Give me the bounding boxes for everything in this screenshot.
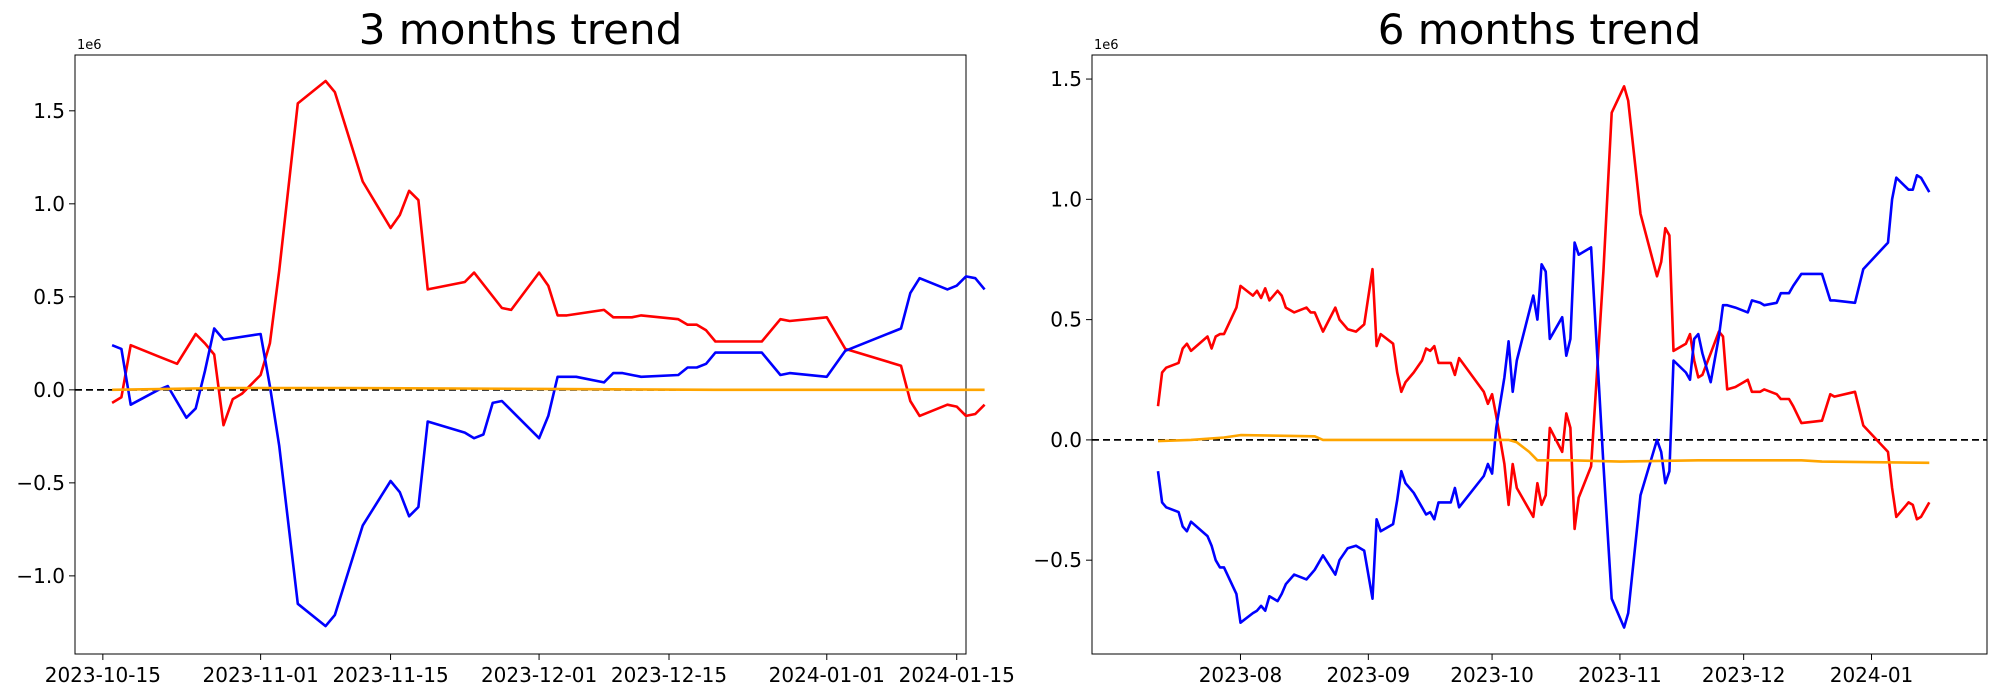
y-tick-label: 1.5	[33, 99, 65, 123]
series-line	[112, 386, 985, 392]
x-tick-label: 2023-11	[1578, 663, 1662, 687]
chart-title: 6 months trend	[1378, 5, 1702, 54]
x-tick-label: 2023-08	[1199, 663, 1283, 687]
x-tick-label: 2024-01-01	[769, 663, 885, 687]
x-tick-label: 2023-11-15	[332, 663, 448, 687]
x-tick-label: 2023-12	[1702, 663, 1786, 687]
y-tick-label: 0.5	[33, 285, 65, 309]
y-tick-label: 1.5	[1050, 67, 1082, 91]
axes-frame	[74, 54, 967, 655]
y-tick-label: 1.0	[1050, 187, 1082, 211]
series-line	[1156, 85, 1931, 531]
series-line	[1156, 174, 1931, 629]
y-tick-label: 0.0	[1050, 428, 1082, 452]
series-line	[1157, 433, 1930, 465]
x-tick-label: 2024-01-15	[899, 663, 1015, 687]
series-line	[111, 275, 986, 628]
axes-frame	[1091, 54, 1988, 655]
x-tick-label: 2023-12-15	[611, 663, 727, 687]
y-offset-label: 1e6	[77, 38, 102, 53]
chart-title: 3 months trend	[359, 5, 683, 54]
y-tick-label: −0.5	[16, 471, 65, 495]
y-tick-label: 0.0	[33, 378, 65, 402]
x-tick-label: 2023-10	[1450, 663, 1534, 687]
x-tick-label: 2023-09	[1327, 663, 1411, 687]
y-offset-label: 1e6	[1094, 38, 1119, 53]
y-tick-label: 1.0	[33, 192, 65, 216]
x-tick-label: 2024-01	[1830, 663, 1914, 687]
series-line	[111, 79, 986, 427]
y-tick-label: −0.5	[1033, 548, 1082, 572]
x-tick-label: 2023-10-15	[45, 663, 161, 687]
x-tick-label: 2023-11-01	[203, 663, 319, 687]
x-tick-label: 2023-12-01	[481, 663, 597, 687]
y-tick-label: 0.5	[1050, 308, 1082, 332]
y-tick-label: −1.0	[16, 564, 65, 588]
